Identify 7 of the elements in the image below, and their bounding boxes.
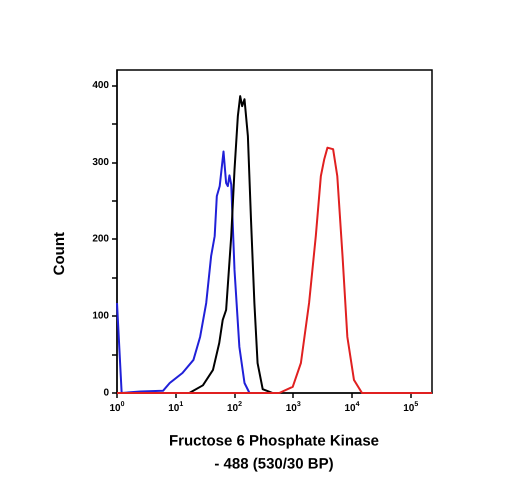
y-tick-label: 400 — [92, 80, 110, 91]
y-tick-label: 100 — [92, 310, 110, 322]
y-axis-title: Count — [51, 232, 68, 276]
y-tick-label: 200 — [92, 234, 110, 245]
y-tick-label: 300 — [92, 156, 110, 168]
x-axis-title: Fructose 6 Phosphate Kinase - 488 (530/30 BP) — [168, 432, 380, 472]
y-tick-label: 0 — [103, 388, 110, 398]
